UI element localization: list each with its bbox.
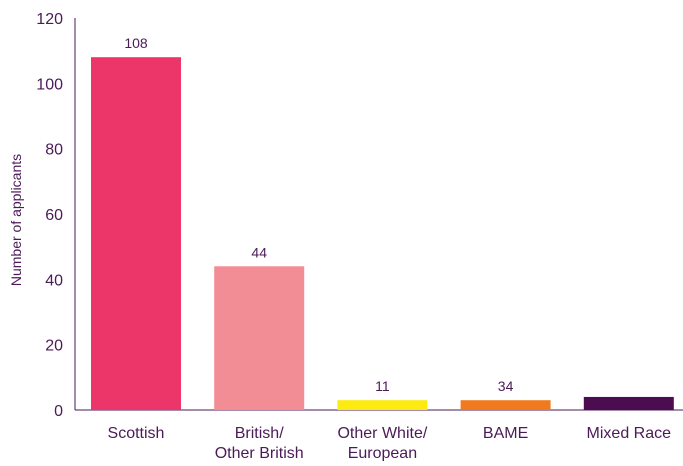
data-label: 108 — [124, 35, 148, 51]
y-tick-label: 100 — [36, 76, 63, 93]
data-label: 34 — [498, 378, 514, 394]
bar — [214, 266, 305, 410]
data-label: 11 — [375, 378, 390, 394]
x-tick-label: Other British — [215, 445, 304, 461]
y-tick-label: 80 — [45, 142, 63, 159]
data-label: 44 — [251, 244, 267, 260]
y-tick-labels: 0 20 40 60 80 100 120 — [36, 11, 63, 420]
bar — [583, 396, 674, 410]
y-axis-label: Number of applicants — [8, 154, 24, 286]
x-tick-label: Other White/ — [337, 425, 427, 442]
x-tick-label: Mixed Race — [587, 425, 672, 442]
bar — [460, 400, 551, 410]
bar — [91, 57, 181, 410]
x-tick-labels: Scottish British/Other British Other White… — [108, 425, 672, 462]
x-tick-label: BAME — [483, 425, 528, 442]
bar — [337, 400, 428, 410]
y-tick-label: 20 — [45, 338, 63, 355]
y-tick-label: 40 — [45, 272, 63, 289]
bars — [91, 57, 674, 410]
y-tick-label: 120 — [36, 11, 63, 28]
data-labels: 108 44 11 34 — [124, 35, 513, 394]
x-tick-label: British/ — [235, 425, 284, 442]
x-tick-label: European — [348, 445, 417, 461]
x-tick-label: Scottish — [108, 425, 165, 442]
y-tick-label: 60 — [45, 207, 63, 224]
y-tick-label: 0 — [54, 403, 63, 420]
